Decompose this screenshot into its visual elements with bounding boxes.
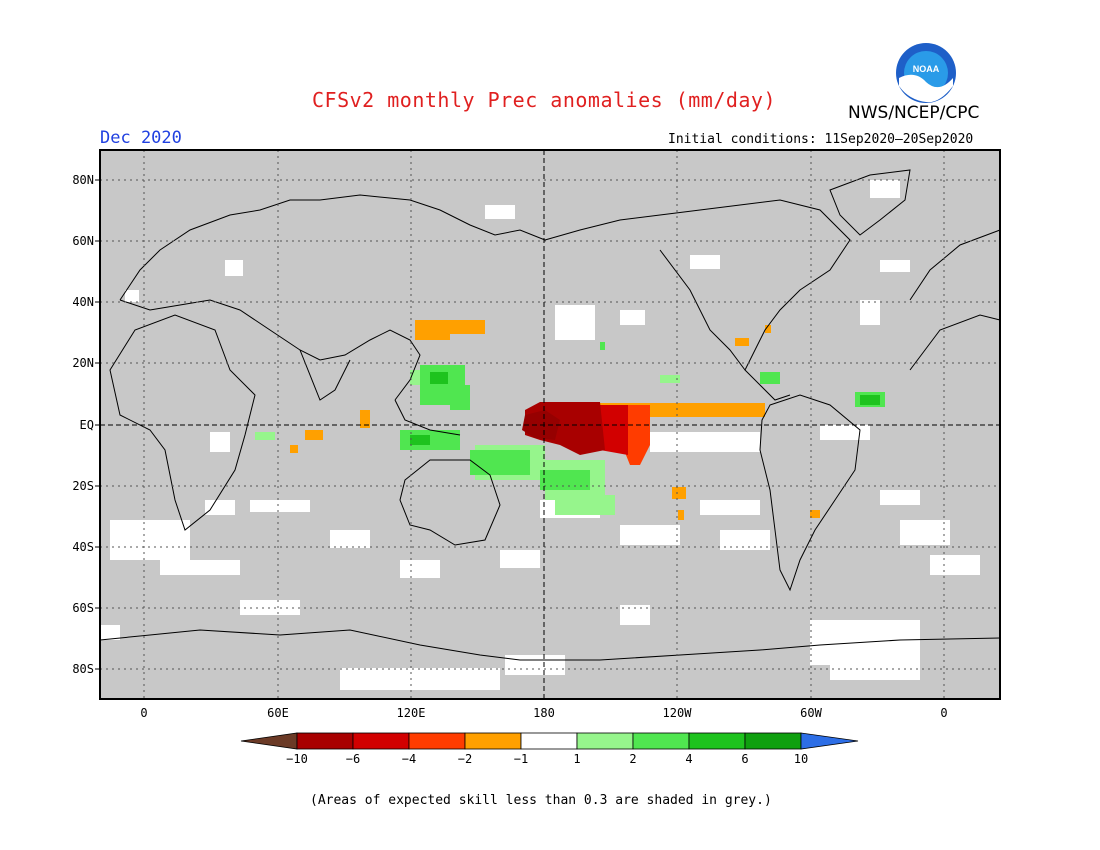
lon-label: 180 (533, 706, 555, 720)
equator-and-dateline (100, 150, 1000, 699)
colorbar (240, 732, 859, 750)
organization-label: NWS/NCEP/CPC (848, 103, 980, 123)
wet-anomaly-strong (410, 372, 880, 445)
colorbar-bin (744, 732, 802, 750)
lon-label: 0 (940, 706, 948, 720)
lat-label: 60N (72, 234, 94, 248)
colorbar-label: −1 (513, 752, 529, 766)
lat-label: 20S (72, 479, 94, 493)
colorbar-label: 10 (793, 752, 809, 766)
colorbar-bin (464, 732, 522, 750)
colorbar-bin (520, 732, 578, 750)
lat-label: 20N (72, 356, 94, 370)
lat-label: 40N (72, 295, 94, 309)
lon-label: 120E (396, 706, 426, 720)
coastlines (99, 169, 1001, 661)
skill-footnote: (Areas of expected skill less than 0.3 a… (310, 793, 772, 808)
colorbar-bin (296, 732, 354, 750)
colorbar-bin (352, 732, 410, 750)
colorbar-label: 1 (573, 752, 581, 766)
lat-label: 80S (72, 662, 94, 676)
colorbar-arrow-right (800, 732, 859, 750)
colorbar-bin (632, 732, 690, 750)
noaa-logo: NOAA (896, 43, 956, 103)
colorbar-bin (688, 732, 746, 750)
lat-label: 60S (72, 601, 94, 615)
colorbar-label: −4 (401, 752, 417, 766)
colorbar-label: 4 (685, 752, 693, 766)
lon-label: 120W (662, 706, 692, 720)
forecast-month: Dec 2020 (100, 128, 182, 148)
colorbar-label: 6 (741, 752, 749, 766)
wet-anomaly-medium (400, 342, 885, 490)
lon-label: 60W (800, 706, 822, 720)
colorbar-bin (576, 732, 634, 750)
colorbar-label: −2 (457, 752, 473, 766)
lat-label: 40S (72, 540, 94, 554)
colorbar-label: 2 (629, 752, 637, 766)
colorbar-arrow-left (240, 732, 298, 750)
map-title: CFSv2 monthly Prec anomalies (mm/day) (312, 88, 777, 112)
colorbar-bin (408, 732, 466, 750)
svg-text:NOAA: NOAA (913, 64, 940, 74)
lat-label: EQ (79, 418, 94, 432)
lat-label: 80N (72, 173, 94, 187)
initial-conditions-label: Initial conditions: 11Sep2020—20Sep2020 (668, 132, 974, 147)
lon-label: 0 (140, 706, 148, 720)
colorbar-label: −10 (286, 752, 308, 766)
lon-label: 60E (267, 706, 289, 720)
graticule (100, 150, 1000, 699)
colorbar-label: −6 (345, 752, 361, 766)
